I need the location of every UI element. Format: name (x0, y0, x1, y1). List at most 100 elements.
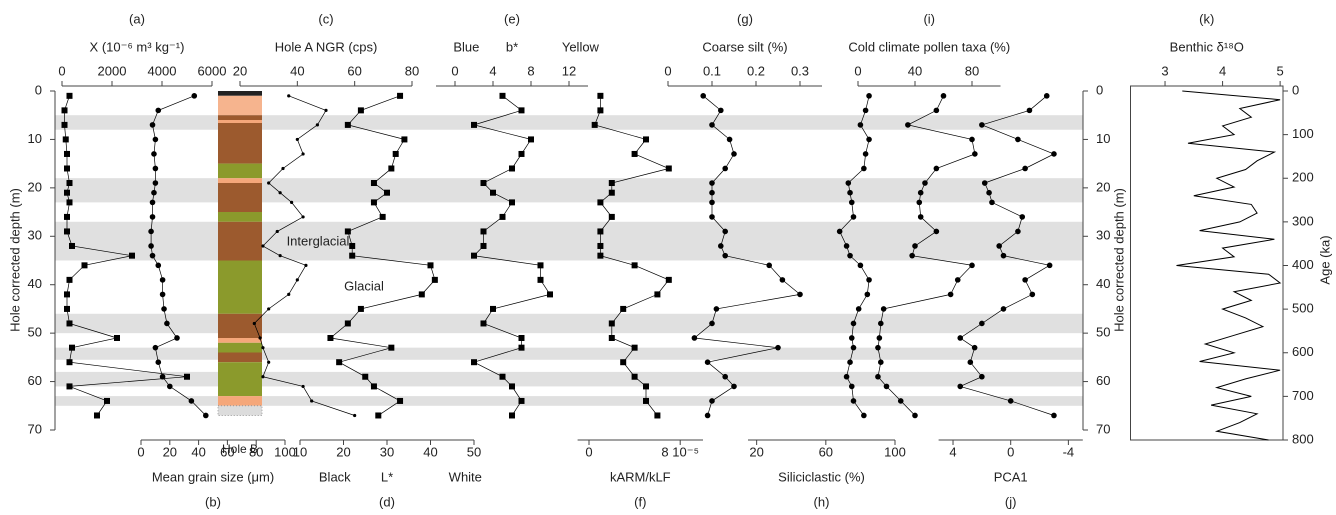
data-point (290, 200, 294, 204)
data-point (1000, 306, 1007, 312)
data-point (66, 359, 73, 366)
panel-letter: (b) (205, 494, 221, 509)
data-point (64, 150, 70, 157)
data-point (775, 344, 781, 351)
data-point (766, 262, 772, 269)
data-point (418, 291, 425, 298)
data-point (61, 121, 68, 128)
x-axis-end-label: White (449, 469, 482, 484)
glacial-band (55, 115, 1083, 130)
data-point (797, 291, 803, 298)
data-point (499, 213, 506, 220)
glacial-band (55, 178, 1083, 203)
annotation: Glacial (344, 278, 384, 293)
data-point (392, 150, 399, 157)
data-point (608, 334, 615, 341)
depth-tick-label: 20 (28, 179, 42, 194)
data-point (700, 93, 706, 99)
x-tick-label: 40 (423, 444, 437, 459)
data-point (608, 213, 615, 220)
data-point (845, 180, 852, 186)
bands (55, 115, 1083, 406)
data-point (480, 320, 487, 327)
x-tick-label: 80 (965, 63, 979, 78)
data-point (883, 383, 890, 390)
data-point (722, 165, 728, 172)
panel-letter: (d) (379, 494, 395, 509)
x-axis-label: Benthic δ¹⁸O (1170, 39, 1244, 54)
data-point (275, 229, 279, 234)
data-point (722, 373, 728, 380)
data-point (301, 215, 305, 219)
data-point (709, 199, 715, 206)
data-point (295, 278, 299, 282)
data-point (509, 412, 515, 419)
data-point (528, 136, 534, 143)
data-point (709, 180, 715, 186)
data-point (252, 321, 256, 326)
data-point (843, 243, 850, 249)
data-point (731, 383, 737, 390)
data-point (909, 252, 915, 259)
data-point (362, 373, 369, 380)
data-point (203, 412, 209, 419)
data-point (315, 123, 319, 127)
depth-tick-label: 20 (1096, 179, 1110, 194)
depth-tick-label: 10 (1096, 131, 1110, 146)
x-tick-label: 8 10⁻⁵ (661, 444, 699, 459)
data-point (547, 291, 553, 298)
data-point (349, 252, 356, 259)
data-point (597, 107, 604, 114)
data-point (1026, 107, 1033, 114)
data-point (61, 107, 68, 114)
data-point (608, 180, 615, 187)
data-point (1000, 252, 1007, 259)
data-point (152, 136, 159, 143)
data-point (344, 228, 351, 235)
data-point (66, 180, 73, 187)
data-point (159, 291, 166, 298)
x-tick-label: 0.3 (791, 63, 809, 78)
depth-tick-label: 50 (1096, 325, 1110, 340)
x-tick-label: 0 (585, 444, 592, 459)
data-point (905, 122, 911, 128)
data-point (591, 121, 598, 128)
age-axis-label: Age (ka) (1317, 235, 1332, 284)
data-point (620, 305, 627, 312)
data-point (709, 398, 715, 404)
data-point (709, 189, 715, 196)
x-tick-label: 80 (405, 63, 419, 78)
data-point (847, 189, 853, 196)
data-point (1019, 214, 1026, 220)
data-point (336, 359, 343, 366)
data-point (261, 346, 265, 350)
data-point (167, 383, 173, 390)
depth-tick-label: 60 (1096, 373, 1110, 388)
data-point (344, 121, 351, 128)
depth-tick-label: 40 (1096, 276, 1110, 291)
data-point (159, 277, 166, 283)
data-point (912, 412, 918, 419)
data-point (152, 180, 159, 186)
data-point (643, 136, 649, 143)
panel-letter: (a) (129, 11, 145, 26)
data-point (654, 412, 661, 419)
data-point (152, 344, 159, 351)
data-point (149, 122, 156, 128)
data-point (64, 228, 70, 235)
depth-axis-label: Hole corrected depth (m) (7, 188, 22, 332)
depth-tick-label: 50 (28, 325, 42, 340)
data-point (66, 383, 73, 390)
data-point (64, 291, 70, 298)
data-point (480, 228, 487, 235)
depth-tick-label: 40 (28, 276, 42, 291)
data-point (836, 228, 843, 235)
age-tick-label: 400 (1292, 257, 1314, 272)
data-point (258, 336, 262, 340)
data-point (518, 107, 525, 114)
lith-layer (218, 338, 262, 343)
data-point (1046, 262, 1053, 269)
data-point (64, 305, 70, 312)
x-tick-label: 40 (191, 444, 205, 459)
x-tick-label: 4000 (148, 63, 177, 78)
